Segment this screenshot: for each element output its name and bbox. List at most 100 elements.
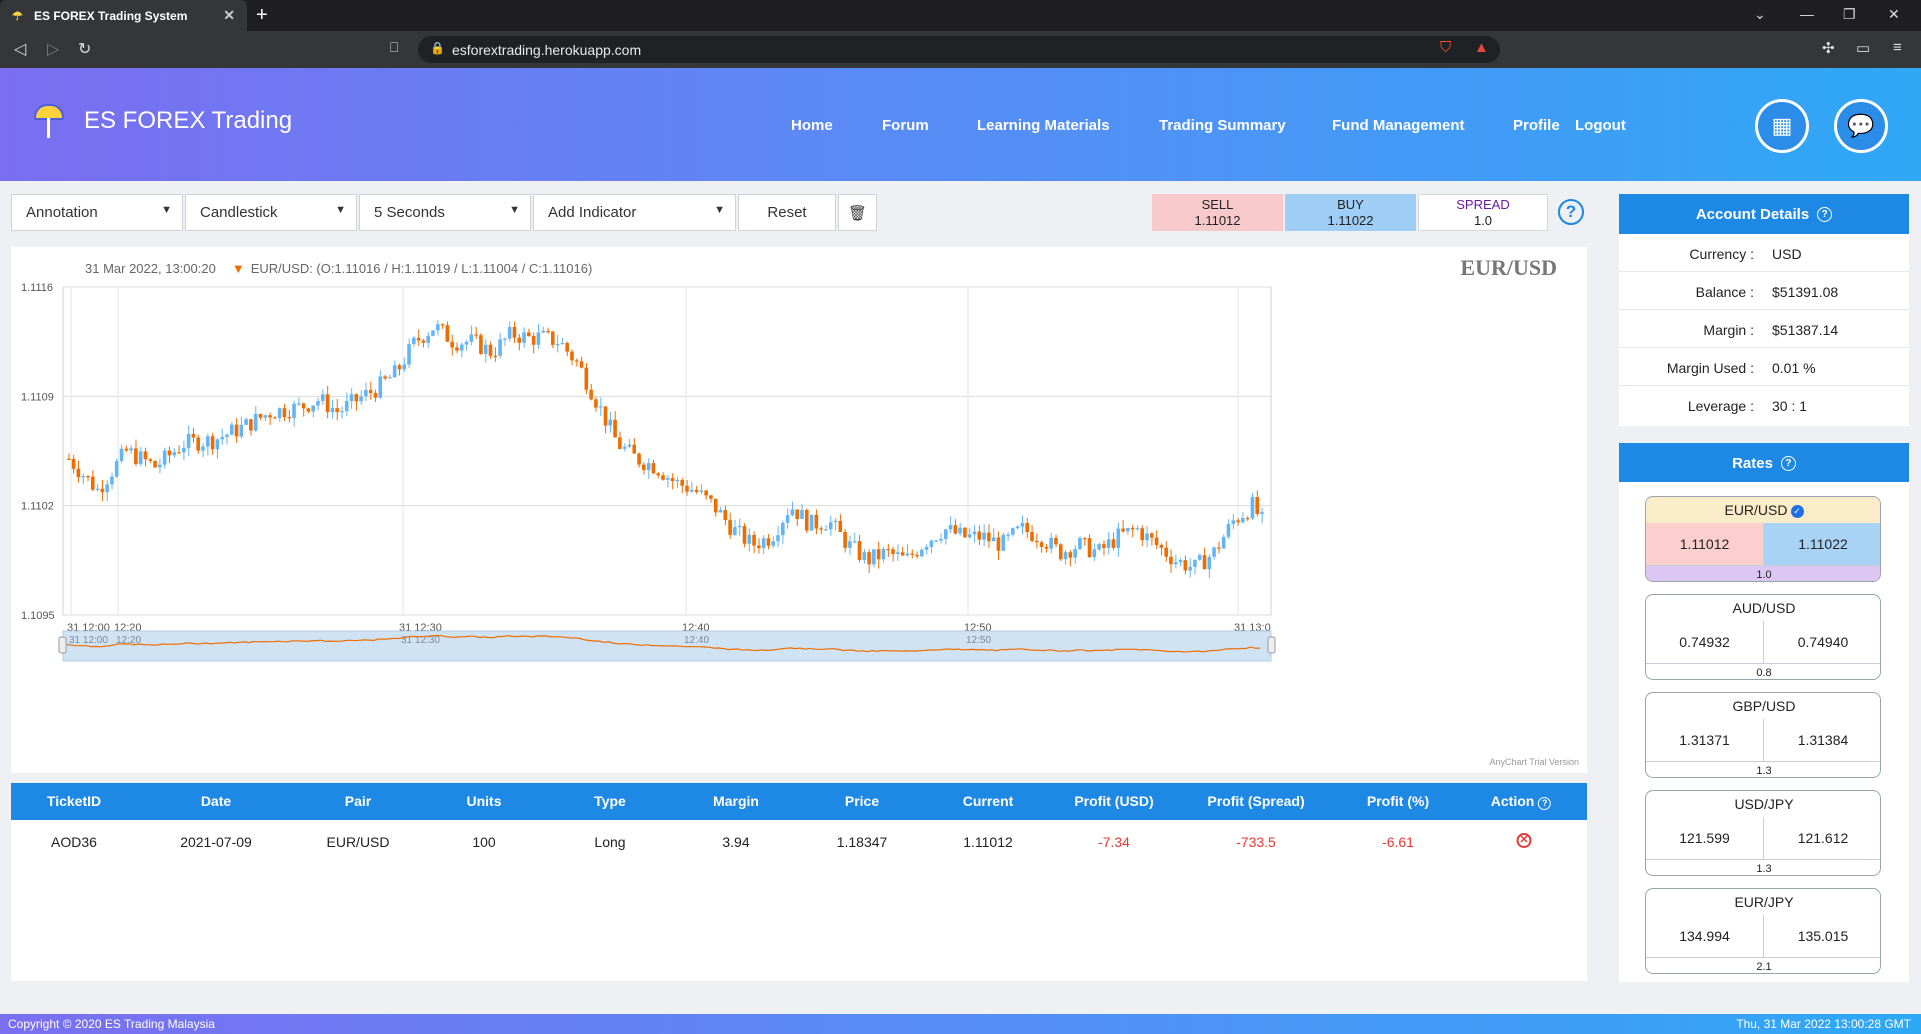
nav-forum[interactable]: Forum xyxy=(882,117,929,134)
candle-body xyxy=(81,476,85,478)
candlestick-chart[interactable]: 1.1116 1.1109 1.1102 1.1095 31 12:00 12:20 31 … xyxy=(11,247,1587,773)
table-row[interactable]: AOD36 2021-07-09 EUR/USD 100 Long 3.94 1… xyxy=(11,820,1587,864)
rate-card-eurjpy[interactable]: EUR/JPY 134.994 135.015 2.1 xyxy=(1645,888,1881,974)
nav-home[interactable]: Home xyxy=(791,117,833,134)
help-icon[interactable]: ? xyxy=(1558,199,1584,225)
close-trade-button[interactable]: ✕ xyxy=(1516,833,1532,848)
rate-card-eurusd[interactable]: EUR/USD ✓ 1.11012 1.11022 1.0 xyxy=(1645,496,1881,582)
forward-icon[interactable]: ▷ xyxy=(47,41,60,58)
col-price: Price xyxy=(844,793,880,809)
cell-price: 1.18347 xyxy=(836,834,888,850)
brave-rewards-icon[interactable]: ▲ xyxy=(1474,39,1489,56)
annotation-select[interactable]: Annotation ▼ xyxy=(11,194,183,231)
candle-body xyxy=(196,437,200,451)
nav-profile[interactable]: Profile xyxy=(1513,117,1560,134)
candle-body xyxy=(450,341,454,348)
brand[interactable]: ES FOREX Trading xyxy=(32,102,292,140)
nav-fund-management[interactable]: Fund Management xyxy=(1332,117,1465,134)
candle-body xyxy=(225,434,229,437)
candle-body xyxy=(1135,528,1140,530)
chart-panel: 31 Mar 2022, 13:00:20 ▼ EUR/USD: (O:1.1101… xyxy=(11,247,1587,773)
candle-body xyxy=(191,433,196,438)
interval-select[interactable]: 5 Seconds ▼ xyxy=(359,194,531,231)
reset-button[interactable]: Reset xyxy=(738,194,836,231)
chevron-down-icon: ▼ xyxy=(335,204,346,216)
rate-buy[interactable]: 121.612 xyxy=(1797,830,1849,846)
buy-price-button[interactable]: BUY 1.11022 xyxy=(1285,194,1416,231)
reload-icon[interactable]: ↻ xyxy=(78,41,92,58)
browser-tab[interactable]: ☂ ES FOREX Trading System ✕ xyxy=(0,0,247,31)
rate-sell[interactable]: 121.599 xyxy=(1646,817,1764,859)
cell-profit-pct: -6.61 xyxy=(1382,834,1414,850)
rate-buy[interactable]: 0.74940 xyxy=(1797,634,1849,650)
candle-body xyxy=(1025,523,1029,532)
candle-body xyxy=(876,549,881,560)
extensions-icon[interactable]: ✣ xyxy=(1822,40,1835,57)
bookmark-icon[interactable]: ⎕ xyxy=(390,39,399,55)
candle-body xyxy=(522,332,526,343)
rate-sell[interactable]: 1.31371 xyxy=(1646,719,1764,761)
candle-body xyxy=(1126,528,1130,532)
candle-body xyxy=(105,484,109,493)
rate-sell[interactable]: 0.74932 xyxy=(1646,621,1764,663)
menu-icon[interactable]: ≡ xyxy=(1893,39,1902,56)
candle-body xyxy=(651,463,656,474)
candle-body xyxy=(642,464,646,471)
chart-type-select[interactable]: Candlestick ▼ xyxy=(185,194,357,231)
calculator-icon[interactable]: ▦ xyxy=(1755,99,1809,153)
url-field[interactable]: 🔒 esforextrading.herokuapp.com xyxy=(418,36,1500,63)
rate-buy[interactable]: 135.015 xyxy=(1797,928,1849,944)
candle-body xyxy=(579,361,584,368)
back-icon[interactable]: ◁ xyxy=(14,41,27,58)
chat-icon[interactable]: 💬 xyxy=(1834,99,1888,153)
help-icon[interactable]: ? xyxy=(1817,206,1833,222)
candle-body xyxy=(440,324,445,326)
candle-body xyxy=(114,461,119,477)
candle-body xyxy=(541,330,545,333)
rate-card-usdjpy[interactable]: USD/JPY 121.599 121.612 1.3 xyxy=(1645,790,1881,876)
candle-body xyxy=(972,531,977,535)
candle-body xyxy=(205,436,210,447)
candle-body xyxy=(867,552,871,565)
candle-body xyxy=(685,485,689,492)
col-type: Type xyxy=(594,793,626,809)
candle-body xyxy=(1106,539,1111,548)
help-icon[interactable]: ? xyxy=(1538,796,1552,810)
brave-shield-icon[interactable]: ⛉ xyxy=(1440,39,1452,56)
rate-sell[interactable]: 1.11012 xyxy=(1646,523,1764,565)
close-tab-icon[interactable]: ✕ xyxy=(223,7,235,23)
candle-body xyxy=(666,478,670,480)
candle-body xyxy=(795,509,799,520)
rate-card-gbpusd[interactable]: GBP/USD 1.31371 1.31384 1.3 xyxy=(1645,692,1881,778)
candle-body xyxy=(167,450,172,456)
candle-body xyxy=(1087,538,1092,557)
rate-pair: USD/JPY xyxy=(1734,796,1794,812)
rate-sell[interactable]: 134.994 xyxy=(1646,915,1764,957)
rate-card-audusd[interactable]: AUD/USD 0.74932 0.74940 0.8 xyxy=(1645,594,1881,680)
new-tab-icon[interactable]: + xyxy=(256,4,268,26)
candle-body xyxy=(1164,547,1168,557)
trash-icon[interactable]: 🗑 xyxy=(838,194,877,231)
restore-icon[interactable]: ❐ xyxy=(1843,6,1856,22)
rate-buy[interactable]: 1.11022 xyxy=(1764,523,1880,565)
nav-logout[interactable]: Logout xyxy=(1575,117,1626,134)
sell-price-button[interactable]: SELL 1.11012 xyxy=(1152,194,1283,231)
minimize-icon[interactable]: — xyxy=(1800,6,1814,22)
candle-body xyxy=(388,377,392,379)
rate-buy[interactable]: 1.31384 xyxy=(1797,732,1849,748)
navigator-tick-label: 12:20 xyxy=(116,635,141,646)
server-time: Thu, 31 Mar 2022 13:00:28 GMT xyxy=(1736,1017,1911,1031)
candle-body xyxy=(675,479,680,482)
indicator-select[interactable]: Add Indicator ▼ xyxy=(533,194,736,231)
candle-body xyxy=(67,458,71,461)
nav-learning-materials[interactable]: Learning Materials xyxy=(977,117,1110,134)
candle-body xyxy=(1217,547,1221,549)
brand-name: ES FOREX Trading xyxy=(84,107,293,134)
wallet-icon[interactable]: ▭ xyxy=(1856,40,1871,57)
tab-search-icon[interactable]: ⌄ xyxy=(1754,6,1766,22)
close-window-icon[interactable]: ✕ xyxy=(1888,6,1900,22)
nav-trading-summary[interactable]: Trading Summary xyxy=(1159,117,1286,134)
help-icon[interactable]: ? xyxy=(1780,455,1796,471)
candle-body xyxy=(948,525,953,530)
rate-spread: 1.0 xyxy=(1646,565,1880,581)
